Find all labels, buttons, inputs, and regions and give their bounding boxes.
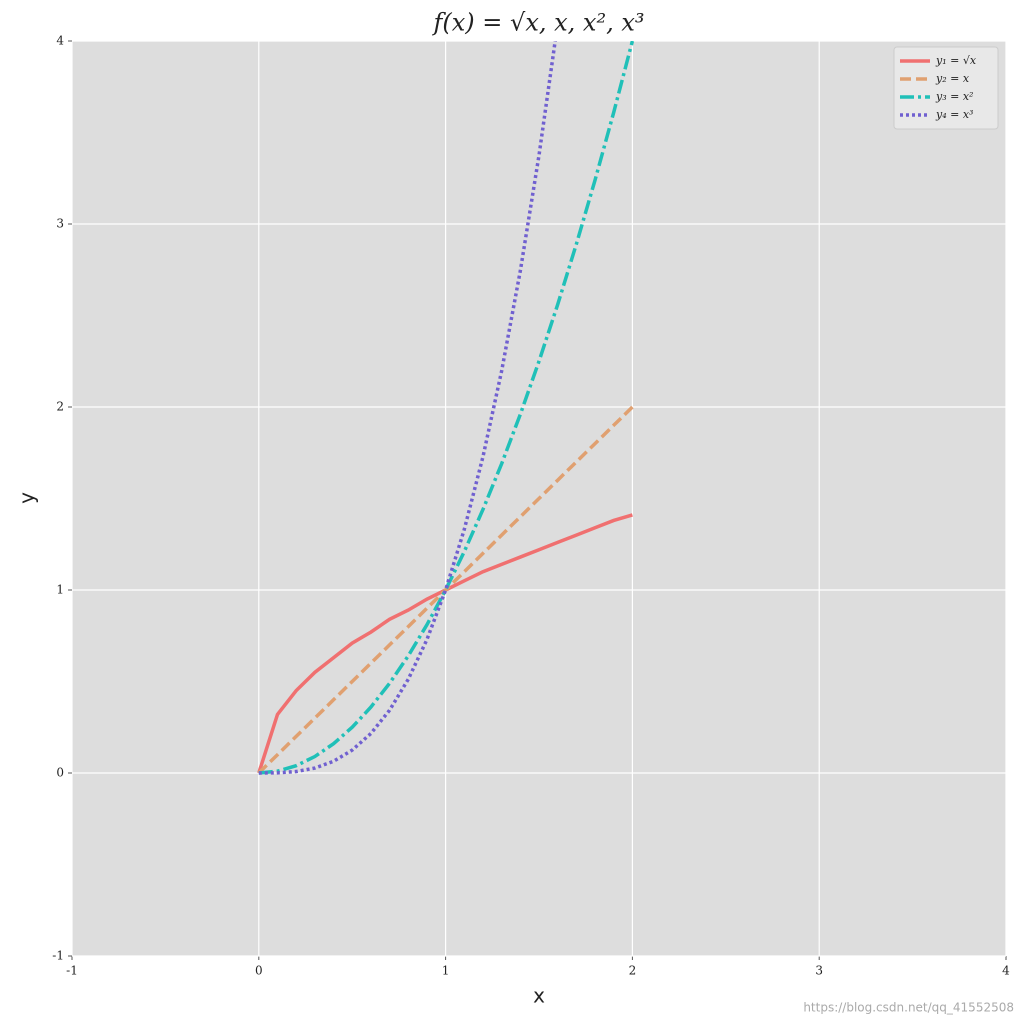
- x-tick-label: 0: [255, 964, 263, 978]
- y-axis-label: y: [15, 492, 39, 504]
- x-tick-label: 4: [1002, 964, 1010, 978]
- x-tick-label: 3: [815, 964, 823, 978]
- x-tick-label: 1: [442, 964, 450, 978]
- lines: [257, 41, 635, 775]
- legend-label: y₄ = x³: [935, 108, 973, 121]
- y-tick-label: 0: [56, 766, 64, 780]
- legend-label: y₃ = x²: [935, 90, 973, 103]
- y-tick-label: 1: [56, 583, 64, 597]
- y-tick-label: 3: [56, 217, 64, 231]
- legend: y₁ = √x y₂ = x y₃ = x² y₄ = x³: [893, 46, 999, 130]
- x-axis-label: x: [533, 984, 545, 1008]
- grid: [68, 40, 1007, 960]
- y-tick-label: 4: [56, 34, 64, 48]
- chart-title: f(x) = √x, x, x², x³: [432, 9, 645, 37]
- y-tick-label: -1: [52, 949, 64, 963]
- watermark: https://blog.csdn.net/qq_41552508: [803, 1001, 1014, 1015]
- legend-label: y₁ = √x: [935, 54, 977, 67]
- legend-box: [893, 46, 999, 130]
- x-tick-label: -1: [66, 964, 78, 978]
- x-tick-label: 2: [629, 964, 637, 978]
- legend-label: y₂ = x: [935, 72, 970, 85]
- series-line: [257, 405, 634, 775]
- y-tick-label: 2: [56, 400, 64, 414]
